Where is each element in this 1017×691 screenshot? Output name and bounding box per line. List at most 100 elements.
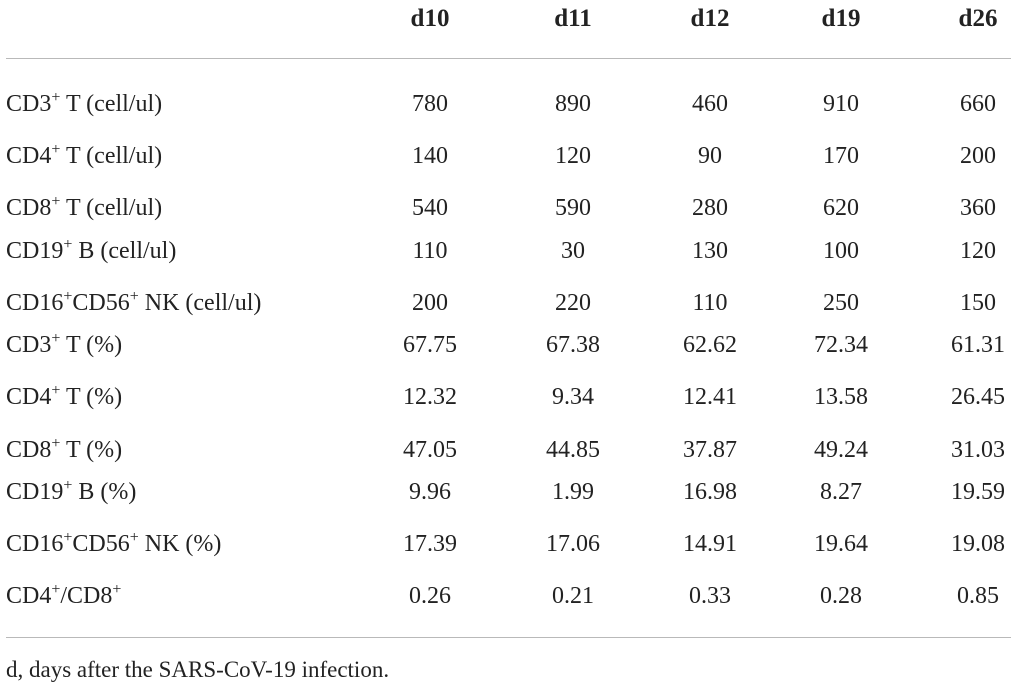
- superscript-plus: +: [63, 236, 73, 253]
- cell-d11: 220: [555, 290, 591, 316]
- superscript-plus: +: [51, 382, 61, 399]
- cell-d26: 31.03: [951, 437, 1005, 463]
- cell-d12: 280: [692, 195, 728, 221]
- row-label: CD4+ T (%): [6, 381, 122, 416]
- cell-d12: 37.87: [683, 437, 737, 463]
- column-header-d19: d19: [821, 5, 861, 32]
- cell-d10: 200: [412, 290, 448, 316]
- label-text: /CD8: [60, 583, 113, 609]
- table-body: CD3+ T (cell/ul) 780 890 460 910 660 CD4+ T (c…: [6, 59, 1011, 638]
- column-header-d26: d26: [958, 5, 998, 32]
- cell-d19: 8.27: [820, 479, 862, 505]
- superscript-plus: +: [129, 288, 139, 305]
- label-text: CD56: [72, 531, 130, 557]
- cell-d26: 0.85: [957, 583, 999, 609]
- table-row: CD3+ T (%) 67.75 67.38 62.62 72.34 61.31: [6, 329, 1011, 361]
- cell-d10: 780: [412, 91, 448, 117]
- cell-d26: 26.45: [951, 384, 1005, 410]
- cell-d11: 120: [555, 143, 591, 169]
- table-header: d10 d11 d12 d19 d26: [6, 0, 1011, 59]
- cell-d19: 49.24: [814, 437, 868, 463]
- label-text: B (%): [72, 479, 137, 505]
- cell-d12: 130: [692, 238, 728, 264]
- superscript-plus: +: [63, 529, 73, 546]
- superscript-plus: +: [51, 141, 61, 158]
- label-text: T (%): [60, 437, 123, 463]
- label-text: CD16: [6, 531, 64, 557]
- cell-d10: 110: [412, 238, 448, 264]
- superscript-plus: +: [51, 330, 61, 347]
- label-text: CD4: [6, 583, 52, 609]
- superscript-plus: +: [51, 435, 61, 452]
- cell-d26: 200: [960, 143, 996, 169]
- label-text: CD16: [6, 290, 64, 316]
- cell-d26: 19.59: [951, 479, 1005, 505]
- cell-d12: 12.41: [683, 384, 737, 410]
- row-label: CD19+ B (%): [6, 476, 136, 511]
- label-text: CD4: [6, 143, 52, 169]
- cell-d12: 16.98: [683, 479, 737, 505]
- table-row: CD4+ T (%) 12.32 9.34 12.41 13.58 26.45: [6, 381, 1011, 413]
- label-text: CD19: [6, 238, 64, 264]
- label-text: CD19: [6, 479, 64, 505]
- table-row: CD4+/CD8+ 0.26 0.21 0.33 0.28 0.85: [6, 580, 1011, 612]
- cell-d11: 590: [555, 195, 591, 221]
- cell-d12: 62.62: [683, 332, 737, 358]
- cell-d19: 910: [823, 91, 859, 117]
- cell-d10: 140: [412, 143, 448, 169]
- label-text: CD4: [6, 384, 52, 410]
- label-text: B (cell/ul): [72, 238, 177, 264]
- cell-d26: 360: [960, 195, 996, 221]
- cell-d11: 9.34: [552, 384, 594, 410]
- label-text: T (cell/ul): [60, 143, 163, 169]
- label-text: T (%): [60, 384, 123, 410]
- cell-d26: 150: [960, 290, 996, 316]
- superscript-plus: +: [51, 581, 61, 598]
- table-row: CD4+ T (cell/ul) 140 120 90 170 200: [6, 140, 1011, 172]
- cell-d12: 14.91: [683, 531, 737, 557]
- cell-d19: 100: [823, 238, 859, 264]
- superscript-plus: +: [63, 477, 73, 494]
- data-table: d10 d11 d12 d19 d26 CD3+ T (cell/ul) 780 8…: [6, 0, 1011, 638]
- cell-d11: 890: [555, 91, 591, 117]
- cell-d11: 0.21: [552, 583, 594, 609]
- cell-d26: 660: [960, 91, 996, 117]
- label-text: CD8: [6, 437, 52, 463]
- label-text: NK (%): [138, 531, 222, 557]
- superscript-plus: +: [51, 193, 61, 210]
- row-label: CD3+ T (cell/ul): [6, 88, 162, 123]
- row-label: CD3+ T (%): [6, 329, 122, 364]
- table-row: CD8+ T (cell/ul) 540 590 280 620 360: [6, 192, 1011, 224]
- row-label: CD4+/CD8+: [6, 580, 121, 615]
- superscript-plus: +: [112, 581, 122, 598]
- label-text: T (cell/ul): [60, 91, 163, 117]
- row-label: CD19+ B (cell/ul): [6, 235, 176, 270]
- label-text: CD8: [6, 195, 52, 221]
- table-footnote: d, days after the SARS-CoV-19 infection.: [6, 657, 390, 682]
- label-text: CD3: [6, 332, 52, 358]
- cell-d12: 460: [692, 91, 728, 117]
- cell-d10: 0.26: [409, 583, 451, 609]
- label-text: CD3: [6, 91, 52, 117]
- row-label: CD16+CD56+ NK (%): [6, 528, 221, 563]
- row-label: CD8+ T (%): [6, 434, 122, 469]
- superscript-plus: +: [129, 529, 139, 546]
- column-header-d10: d10: [410, 5, 450, 32]
- cell-d26: 61.31: [951, 332, 1005, 358]
- label-text: T (%): [60, 332, 123, 358]
- cell-d10: 9.96: [409, 479, 451, 505]
- cell-d12: 110: [692, 290, 728, 316]
- cell-d19: 72.34: [814, 332, 868, 358]
- label-text: CD56: [72, 290, 130, 316]
- row-label: CD16+CD56+ NK (cell/ul): [6, 287, 261, 322]
- superscript-plus: +: [51, 89, 61, 106]
- label-text: NK (cell/ul): [138, 290, 262, 316]
- cell-d11: 67.38: [546, 332, 600, 358]
- column-header-d11: d11: [554, 5, 592, 32]
- cell-d11: 1.99: [552, 479, 594, 505]
- row-label: CD8+ T (cell/ul): [6, 192, 162, 227]
- table-row: CD3+ T (cell/ul) 780 890 460 910 660: [6, 88, 1011, 120]
- cell-d19: 0.28: [820, 583, 862, 609]
- cell-d11: 17.06: [546, 531, 600, 557]
- cell-d26: 19.08: [951, 531, 1005, 557]
